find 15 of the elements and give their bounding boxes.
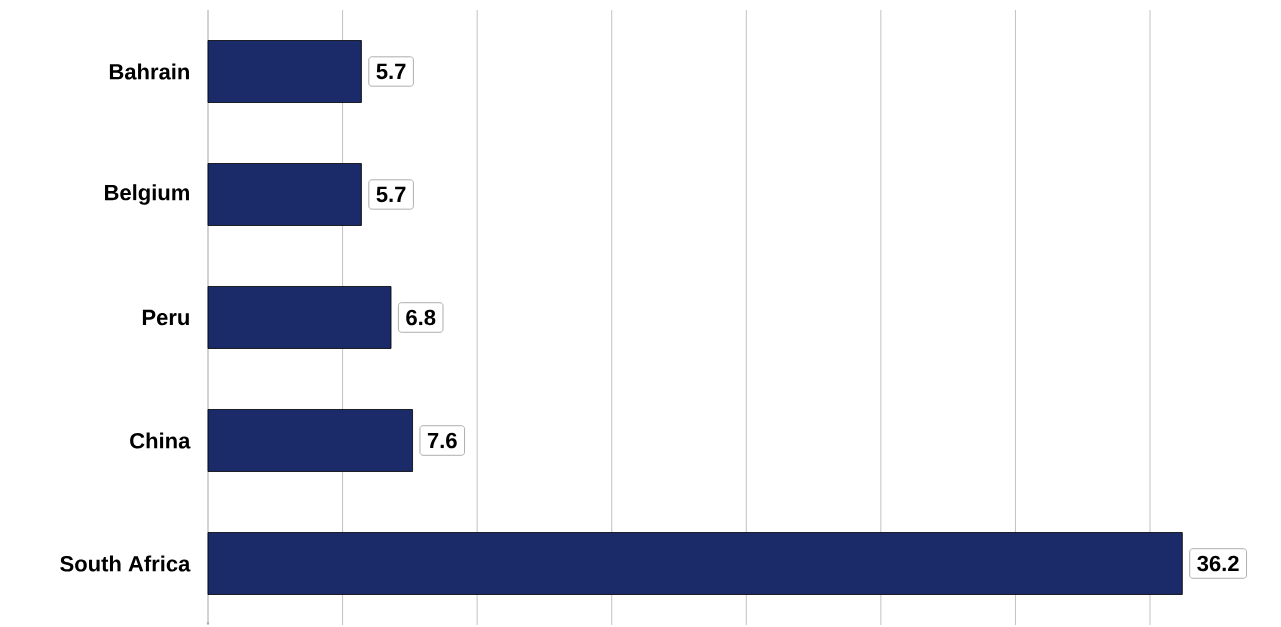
data-label: 36.2 xyxy=(1197,555,1239,572)
y-tick-label: Bahrain xyxy=(109,63,189,80)
data-label: 5.7 xyxy=(376,63,406,80)
y-tick-label: South Africa xyxy=(60,555,191,572)
bar xyxy=(207,40,362,103)
bar xyxy=(207,409,413,472)
y-tick-label: Peru xyxy=(142,309,189,326)
y-tick-label: Belgium xyxy=(105,184,189,205)
bar xyxy=(207,286,392,349)
bar xyxy=(207,532,1183,595)
data-label: 7.6 xyxy=(427,432,457,449)
data-label: 6.8 xyxy=(406,309,436,326)
data-label: 5.7 xyxy=(376,186,406,203)
y-tick-label: China xyxy=(130,432,191,449)
bar xyxy=(207,163,362,226)
